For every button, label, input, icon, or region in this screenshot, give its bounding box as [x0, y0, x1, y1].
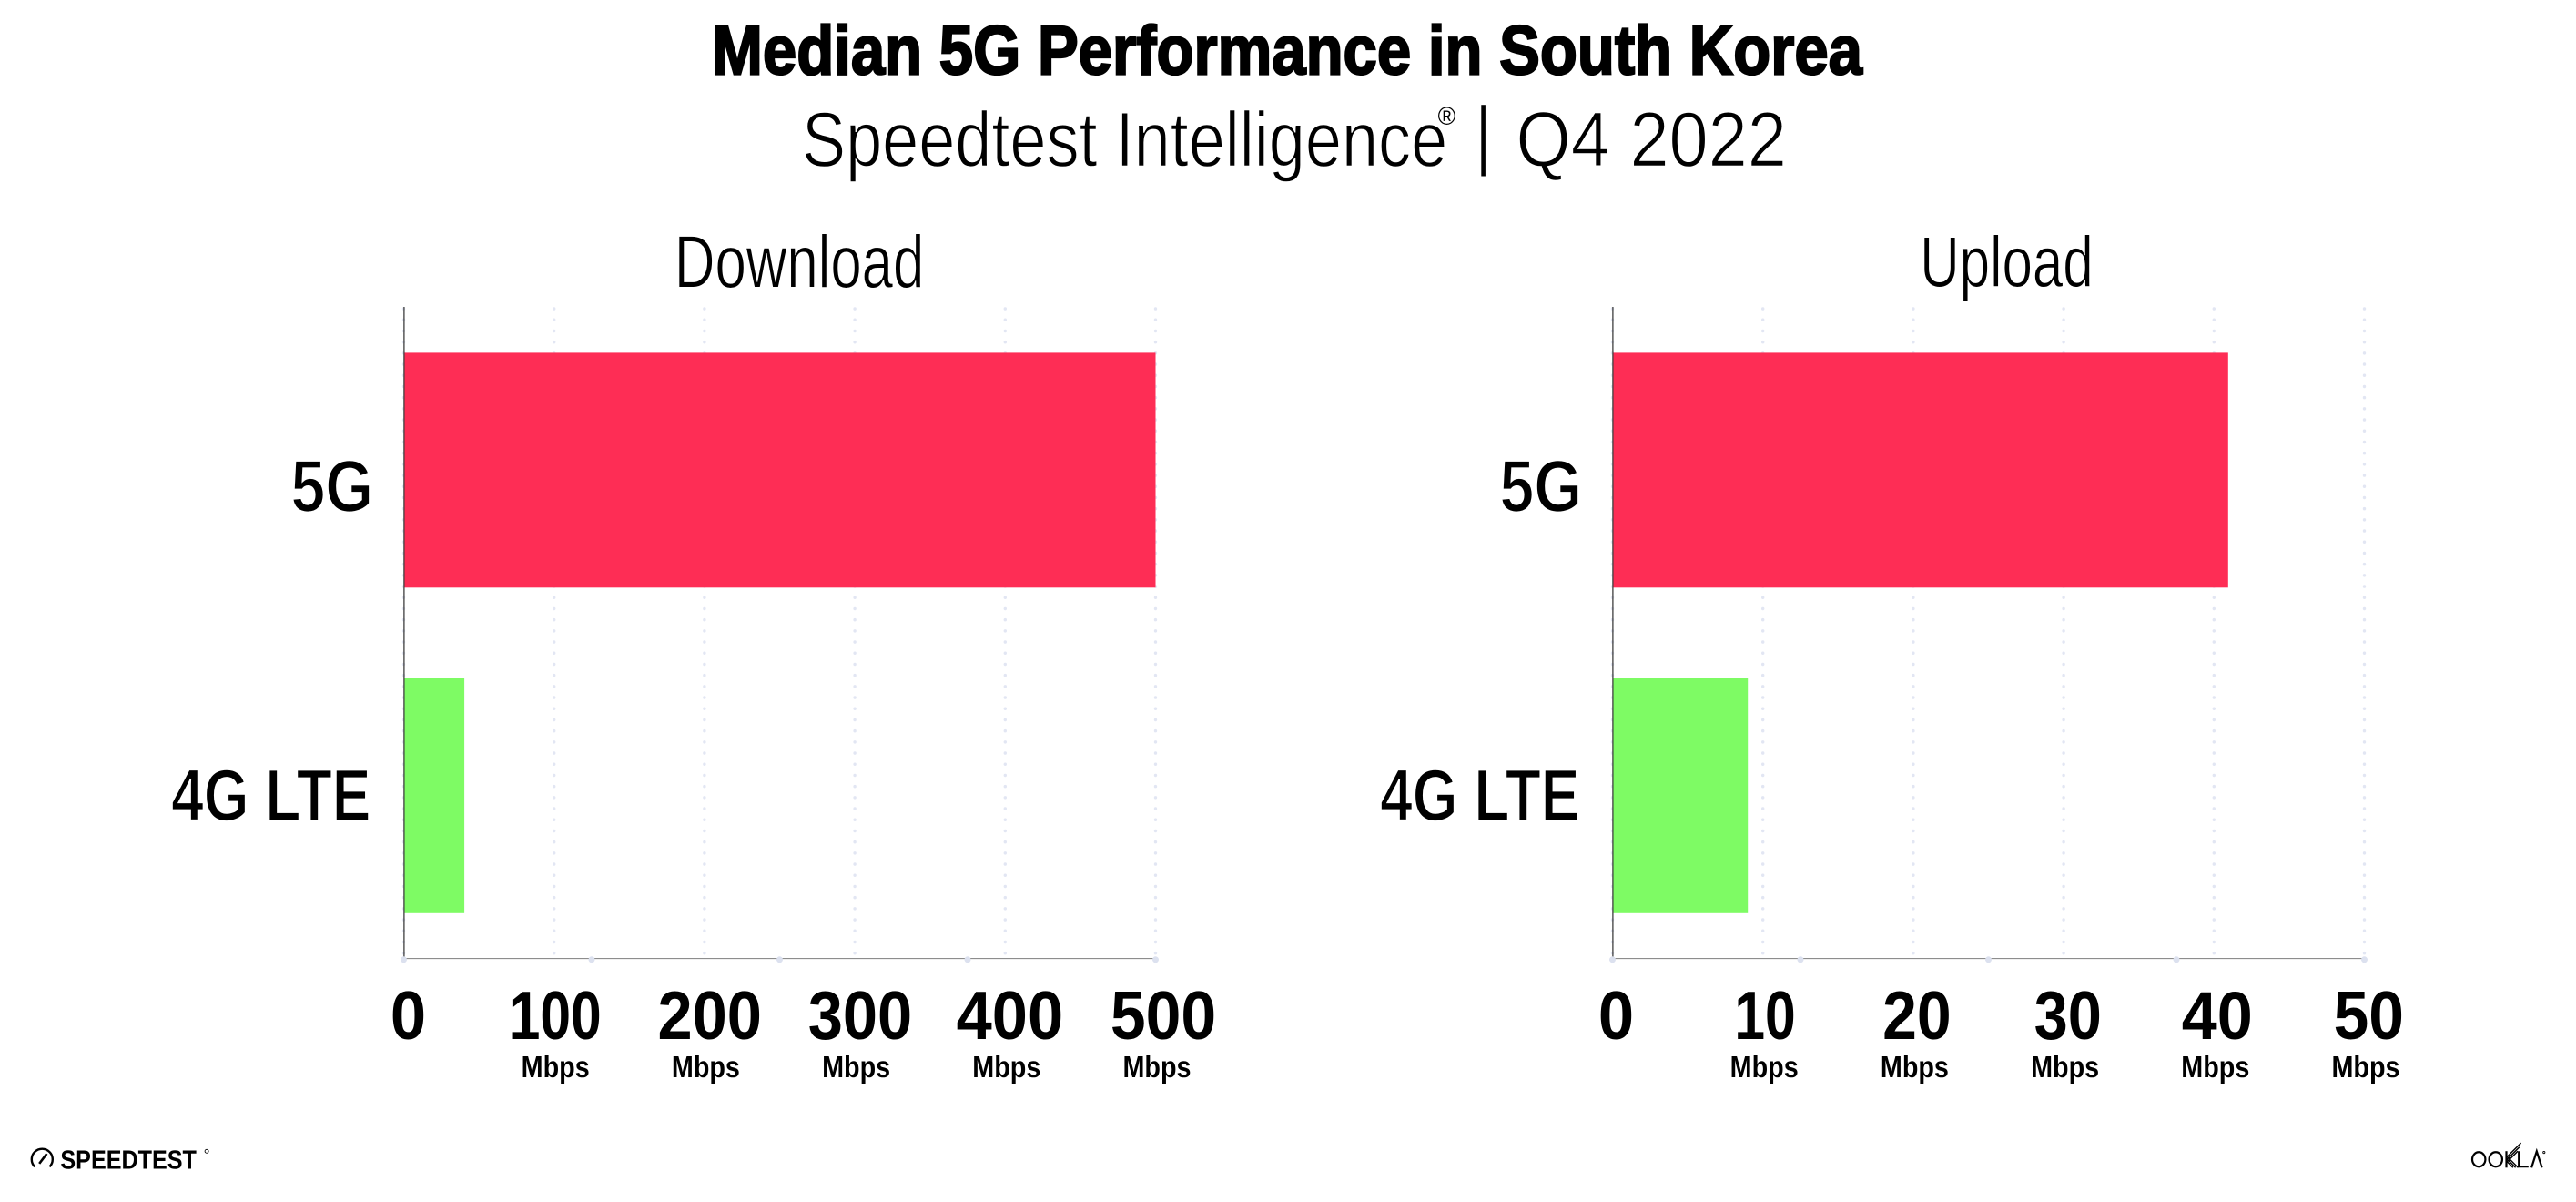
svg-text:Mbps: Mbps	[2181, 1050, 2249, 1084]
svg-text:500: 500	[1111, 979, 1216, 1054]
svg-text:SPEEDTEST: SPEEDTEST	[60, 1146, 197, 1175]
svg-text:Mbps: Mbps	[1881, 1050, 1949, 1084]
svg-text:Mbps: Mbps	[1730, 1050, 1799, 1084]
svg-text:®: ®	[1438, 101, 1456, 130]
svg-text:10: 10	[1734, 978, 1795, 1054]
svg-text:Mbps: Mbps	[2331, 1050, 2399, 1084]
svg-text:Mbps: Mbps	[822, 1050, 890, 1084]
svg-text:0: 0	[1598, 978, 1634, 1054]
svg-text:Mbps: Mbps	[2031, 1050, 2099, 1084]
svg-text:200: 200	[658, 978, 762, 1054]
svg-text:0: 0	[390, 978, 426, 1054]
svg-text:30: 30	[2034, 978, 2102, 1054]
svg-text:300: 300	[808, 978, 912, 1054]
svg-text:Upload: Upload	[1920, 222, 2093, 302]
svg-text:Speedtest Intelligence: Speedtest Intelligence	[802, 96, 1447, 183]
svg-text:Mbps: Mbps	[1122, 1050, 1191, 1084]
svg-text:Mbps: Mbps	[672, 1050, 740, 1084]
svg-text:100: 100	[510, 978, 602, 1054]
svg-text:Mbps: Mbps	[522, 1050, 590, 1084]
svg-text:40: 40	[2182, 978, 2253, 1054]
svg-text:5G: 5G	[1500, 444, 1583, 527]
svg-text:Q4 2022: Q4 2022	[1516, 97, 1787, 183]
svg-text:Mbps: Mbps	[972, 1050, 1040, 1084]
svg-text:5G: 5G	[291, 444, 374, 527]
svg-text:50: 50	[2334, 979, 2404, 1054]
svg-text:400: 400	[957, 978, 1064, 1054]
svg-text:Median 5G Performance in South: Median 5G Performance in South Korea	[712, 13, 1863, 90]
svg-text:4G LTE: 4G LTE	[1380, 755, 1579, 837]
svg-text:20: 20	[1882, 978, 1952, 1054]
svg-text:Download: Download	[674, 221, 924, 303]
svg-text:4G LTE: 4G LTE	[171, 755, 370, 837]
